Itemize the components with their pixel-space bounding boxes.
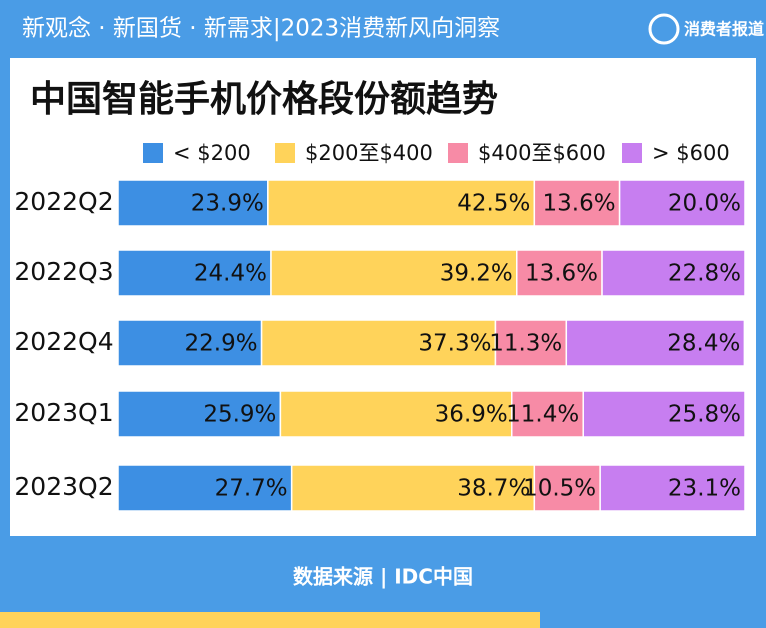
bar-segment: [117, 464, 293, 512]
legend-swatch: [448, 143, 468, 163]
footer-stripe: [0, 612, 540, 628]
bar-segment: [279, 390, 513, 438]
value-label: 27.7%: [215, 476, 288, 502]
logo-icon: [648, 13, 680, 45]
bar-segment: [565, 319, 746, 367]
value-label: 25.9%: [203, 402, 276, 428]
source: 数据来源 | IDC中国: [293, 565, 473, 589]
category-label: 2022Q3: [14, 257, 113, 286]
value-label: 20.0%: [668, 191, 741, 217]
bar-segment: [599, 464, 746, 512]
bar-segment: [117, 249, 272, 297]
bar-segment: [117, 319, 263, 367]
value-label: 24.4%: [194, 261, 267, 287]
value-label: 25.8%: [668, 402, 741, 428]
bar-segment: [260, 319, 497, 367]
bar-segment: [117, 179, 269, 227]
chart-title: 中国智能手机价格段份额趋势: [30, 79, 498, 120]
value-label: 28.4%: [667, 331, 740, 357]
value-label: 22.8%: [668, 261, 741, 287]
category-label: 2023Q1: [14, 398, 113, 427]
legend-swatch: [143, 143, 163, 163]
value-label: 38.7%: [457, 476, 530, 502]
value-label: 23.9%: [191, 191, 264, 217]
legend-swatch: [622, 143, 642, 163]
value-label: 13.6%: [543, 191, 616, 217]
legend-label: $200至$400: [305, 141, 433, 165]
category-label: 2023Q2: [14, 472, 113, 501]
value-label: 13.6%: [525, 261, 598, 287]
value-label: 37.3%: [418, 331, 491, 357]
value-label: 11.3%: [489, 331, 562, 357]
legend-label: < $200: [173, 141, 251, 165]
bar-segment: [267, 179, 536, 227]
category-label: 2022Q4: [14, 327, 113, 356]
value-label: 22.9%: [185, 331, 258, 357]
logo: 消费者报道: [684, 20, 764, 39]
value-label: 23.1%: [668, 476, 741, 502]
legend-label: $400至$600: [478, 141, 606, 165]
bar-segment: [618, 179, 746, 227]
bar-segment: [494, 319, 568, 367]
legend-swatch: [275, 143, 295, 163]
value-label: 36.9%: [435, 402, 508, 428]
bar-segment: [533, 179, 621, 227]
bar-segment: [601, 249, 746, 297]
value-label: 10.5%: [523, 476, 596, 502]
bar-segment: [516, 249, 603, 297]
bar-segment: [117, 390, 282, 438]
banner: 新观念 · 新国货 · 新需求|2023消费新风向洞察: [22, 16, 500, 42]
legend-label: > $600: [652, 141, 730, 165]
panel: [10, 58, 756, 536]
category-label: 2022Q2: [14, 187, 113, 216]
bar-segment: [290, 464, 536, 512]
value-label: 42.5%: [457, 191, 530, 217]
value-label: 11.4%: [506, 402, 579, 428]
bar-segment: [582, 390, 746, 438]
bar-segment: [511, 390, 584, 438]
value-label: 39.2%: [440, 261, 513, 287]
